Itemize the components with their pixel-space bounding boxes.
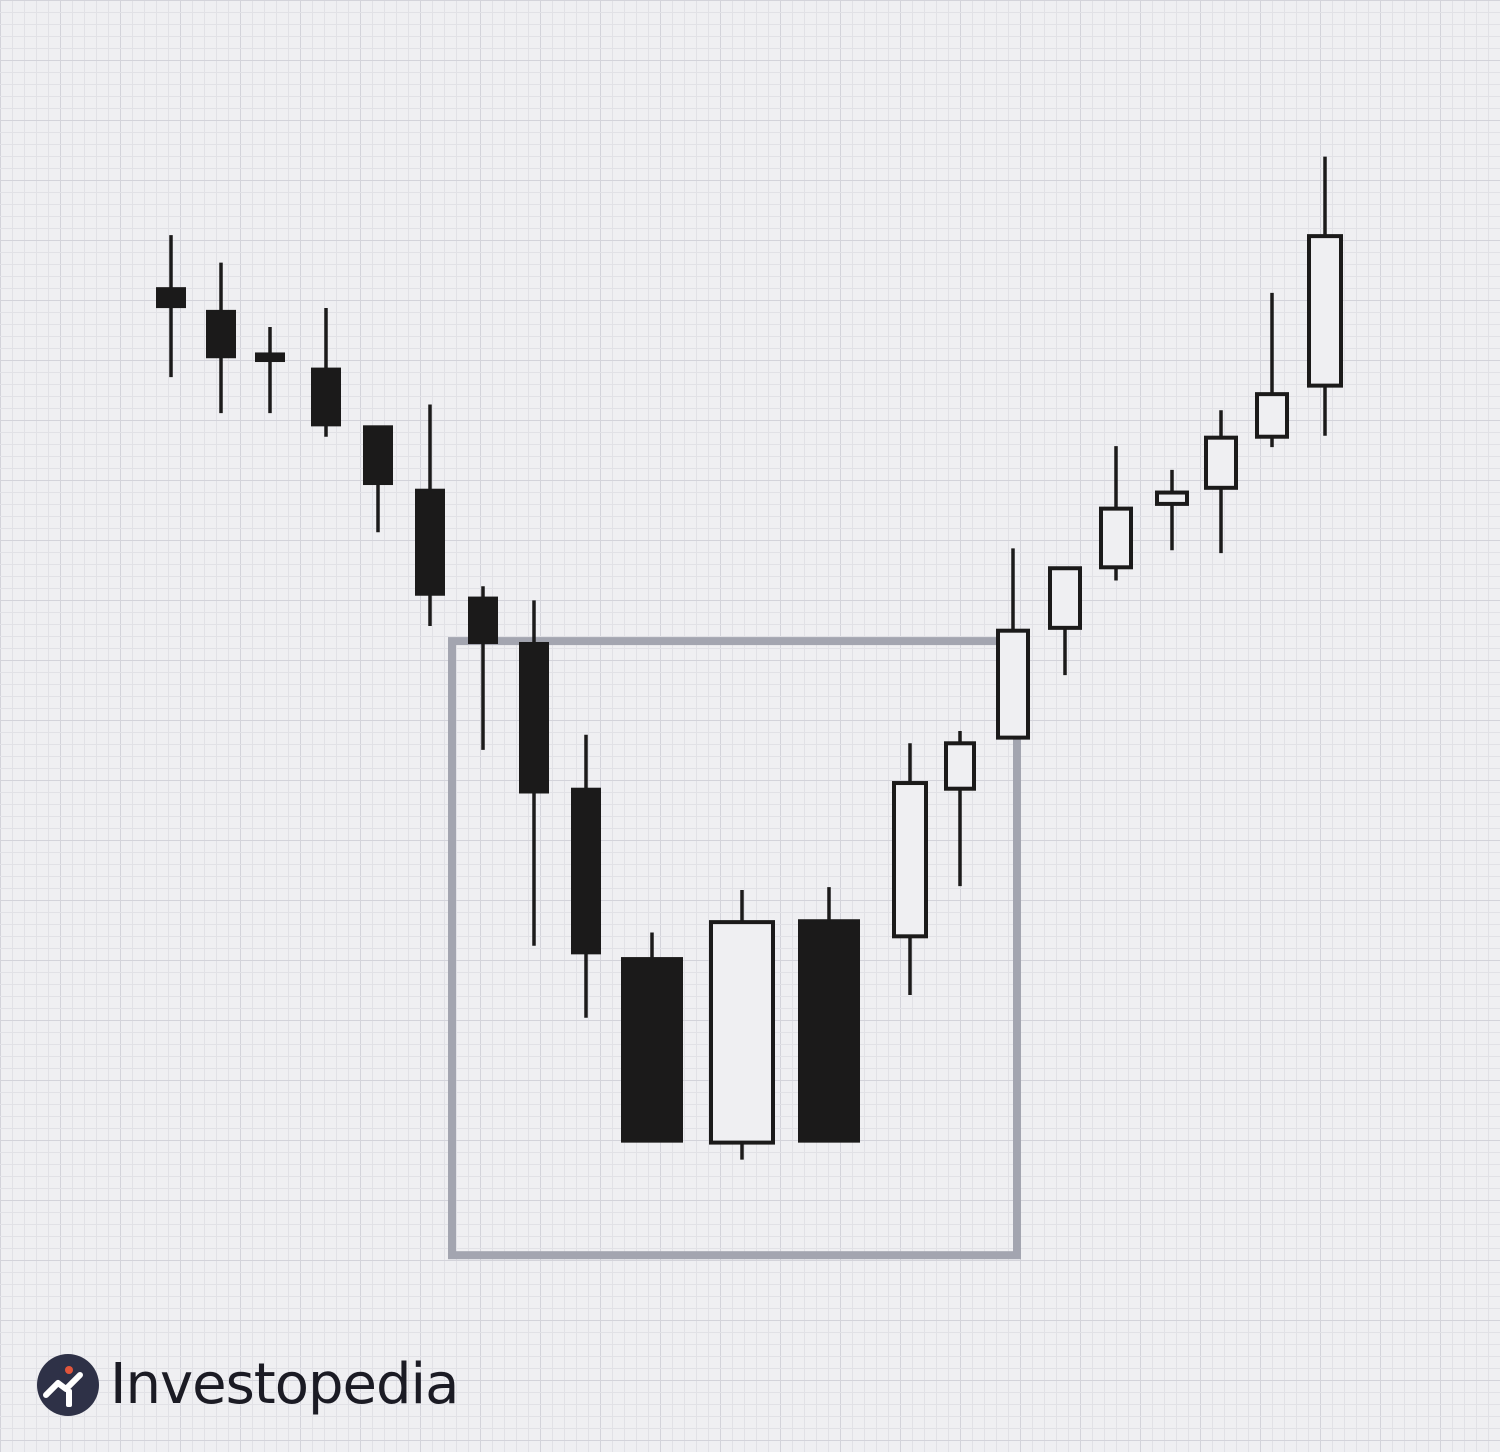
candle (709, 889, 775, 1160)
candle-body-bearish (206, 309, 236, 359)
candle (1307, 156, 1343, 436)
investopedia-logo-icon (37, 1353, 99, 1416)
candle (1048, 566, 1082, 676)
candle (571, 734, 601, 1018)
candle (1099, 446, 1133, 581)
candle-body-bullish (996, 628, 1030, 740)
candle-body-bullish (944, 741, 976, 791)
investopedia-logo: Investopedia (36, 1352, 459, 1417)
candles (156, 156, 1343, 1160)
candle (621, 932, 683, 1143)
brand-name: Investopedia (110, 1352, 459, 1417)
candle-body-bearish (571, 787, 601, 955)
candle-body-bullish (892, 781, 928, 939)
candle-body-bullish (1307, 234, 1343, 388)
candle-body-bearish (363, 425, 393, 486)
candle (798, 887, 860, 1143)
candle (415, 404, 445, 626)
candle-body-bearish (311, 367, 341, 427)
candle-body-bullish (1155, 490, 1189, 506)
candle (206, 262, 236, 414)
candle-body-bullish (1204, 435, 1238, 490)
candle-body-bearish (621, 957, 683, 1143)
candle-body-bearish (519, 641, 549, 794)
candle (519, 600, 549, 946)
candle (1204, 410, 1238, 554)
candle-body-bullish (709, 920, 775, 1145)
candle (255, 326, 285, 414)
candle-body-bearish (798, 919, 860, 1143)
candle-body-bearish (156, 287, 186, 309)
candle-body-bearish (415, 488, 445, 596)
candle-body-bullish (1048, 566, 1082, 630)
candle-body-bearish (255, 352, 285, 363)
candle-body-bullish (1255, 392, 1289, 439)
candle-body-bullish (1099, 506, 1133, 570)
candle (1255, 292, 1289, 448)
candle (1155, 469, 1189, 551)
candle (363, 425, 393, 533)
highlight-box (448, 637, 1021, 1260)
candle (156, 235, 186, 378)
candle (311, 308, 341, 437)
highlight-region (448, 637, 1021, 1260)
candle-body-bearish (468, 596, 498, 644)
candle (996, 548, 1030, 740)
candle (944, 730, 976, 887)
candle (468, 586, 498, 750)
candle (892, 743, 928, 995)
